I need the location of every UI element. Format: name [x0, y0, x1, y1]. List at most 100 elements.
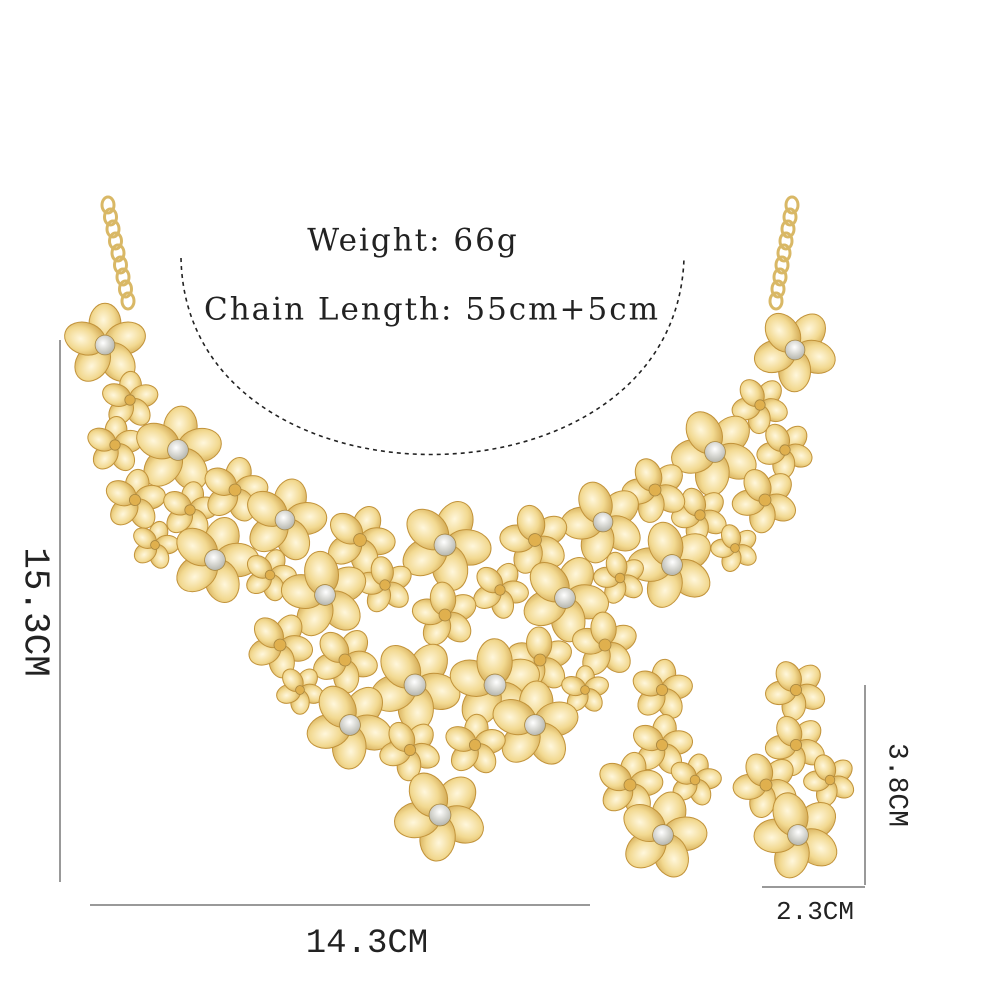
- flower-center: [759, 778, 773, 792]
- earring-width-label: 2.3CM: [776, 897, 854, 927]
- flower: [176, 517, 260, 603]
- flower-center: [264, 569, 276, 581]
- chain-link: [105, 219, 121, 239]
- flower-center: [469, 739, 481, 751]
- flower: [247, 478, 328, 561]
- flower: [204, 457, 269, 522]
- flower-center: [694, 509, 706, 521]
- chain-link: [115, 267, 131, 287]
- flower: [411, 581, 477, 646]
- chain-link: [774, 255, 790, 275]
- dashed-arc: [180, 257, 685, 456]
- flower: [492, 680, 579, 765]
- flower-center: [129, 494, 141, 506]
- chain-link: [113, 255, 128, 275]
- flower: [370, 643, 461, 732]
- chain-link: [768, 291, 784, 311]
- chain-link: [103, 207, 118, 227]
- flower-center: [614, 572, 626, 584]
- flower: [670, 753, 722, 806]
- chain-link: [110, 243, 126, 263]
- flower: [623, 791, 708, 878]
- flower-center: [438, 608, 452, 622]
- jewelry: [64, 195, 855, 879]
- flower: [753, 312, 836, 393]
- chain-link: [778, 231, 794, 251]
- flower: [473, 562, 529, 619]
- flower-center: [779, 444, 791, 456]
- gem: [784, 339, 806, 361]
- flower: [765, 661, 826, 722]
- flower: [803, 754, 855, 807]
- flower: [276, 668, 324, 715]
- flower: [379, 721, 440, 782]
- flower-center: [295, 685, 305, 695]
- flower: [732, 753, 797, 818]
- chain-link: [770, 279, 786, 299]
- flower-center: [338, 653, 352, 667]
- earring-height-label: 3.8CM: [881, 743, 912, 827]
- gem: [167, 439, 189, 461]
- flower-center: [228, 483, 242, 497]
- gem: [433, 533, 457, 557]
- flower: [280, 550, 367, 637]
- flower-center: [528, 533, 542, 547]
- flower: [710, 524, 757, 572]
- flower: [136, 405, 222, 491]
- flower-center: [656, 684, 668, 696]
- chain-link: [100, 195, 116, 215]
- chain-link: [782, 207, 798, 227]
- flower: [105, 468, 166, 529]
- chain-link: [784, 195, 800, 215]
- flower-center: [758, 493, 772, 507]
- chain-link: [120, 291, 136, 311]
- flower-center: [273, 638, 287, 652]
- flower-center: [824, 774, 836, 786]
- flower-center: [754, 399, 766, 411]
- flower-center: [124, 394, 136, 406]
- gem: [274, 509, 296, 531]
- flower: [632, 658, 693, 719]
- gem: [661, 554, 683, 576]
- flower-center: [689, 774, 701, 786]
- flower-center: [623, 778, 637, 792]
- flower-center: [598, 638, 612, 652]
- flower-center: [109, 439, 121, 451]
- gem: [204, 549, 226, 571]
- necklace-height-label: 15.3CM: [14, 547, 55, 677]
- chain-link: [118, 279, 133, 299]
- flower: [621, 458, 686, 523]
- flower: [753, 792, 838, 879]
- flower: [445, 713, 506, 774]
- flower: [593, 551, 644, 604]
- gem: [403, 673, 427, 697]
- gem: [428, 803, 452, 827]
- flower: [507, 626, 572, 690]
- flower: [87, 415, 144, 472]
- gem: [554, 587, 576, 609]
- flower: [394, 772, 484, 862]
- flower: [572, 611, 637, 676]
- chain-link: [780, 219, 796, 239]
- gem: [787, 824, 809, 846]
- gem: [652, 824, 674, 846]
- flower-center: [150, 540, 160, 550]
- necklace-width-label: 14.3CM: [306, 925, 428, 963]
- gem: [94, 334, 116, 356]
- flower-center: [790, 684, 802, 696]
- gem: [339, 714, 361, 736]
- flower: [764, 715, 825, 776]
- flower: [731, 379, 788, 435]
- flower: [633, 713, 694, 774]
- flower-center: [404, 744, 416, 756]
- flower-center: [184, 504, 196, 516]
- flower-center: [353, 533, 367, 547]
- chain-link: [108, 231, 123, 251]
- gem: [704, 441, 726, 463]
- flower-center: [494, 584, 506, 596]
- flower: [523, 557, 610, 643]
- flower-center: [656, 739, 668, 751]
- flower: [499, 504, 568, 574]
- gem: [592, 511, 614, 533]
